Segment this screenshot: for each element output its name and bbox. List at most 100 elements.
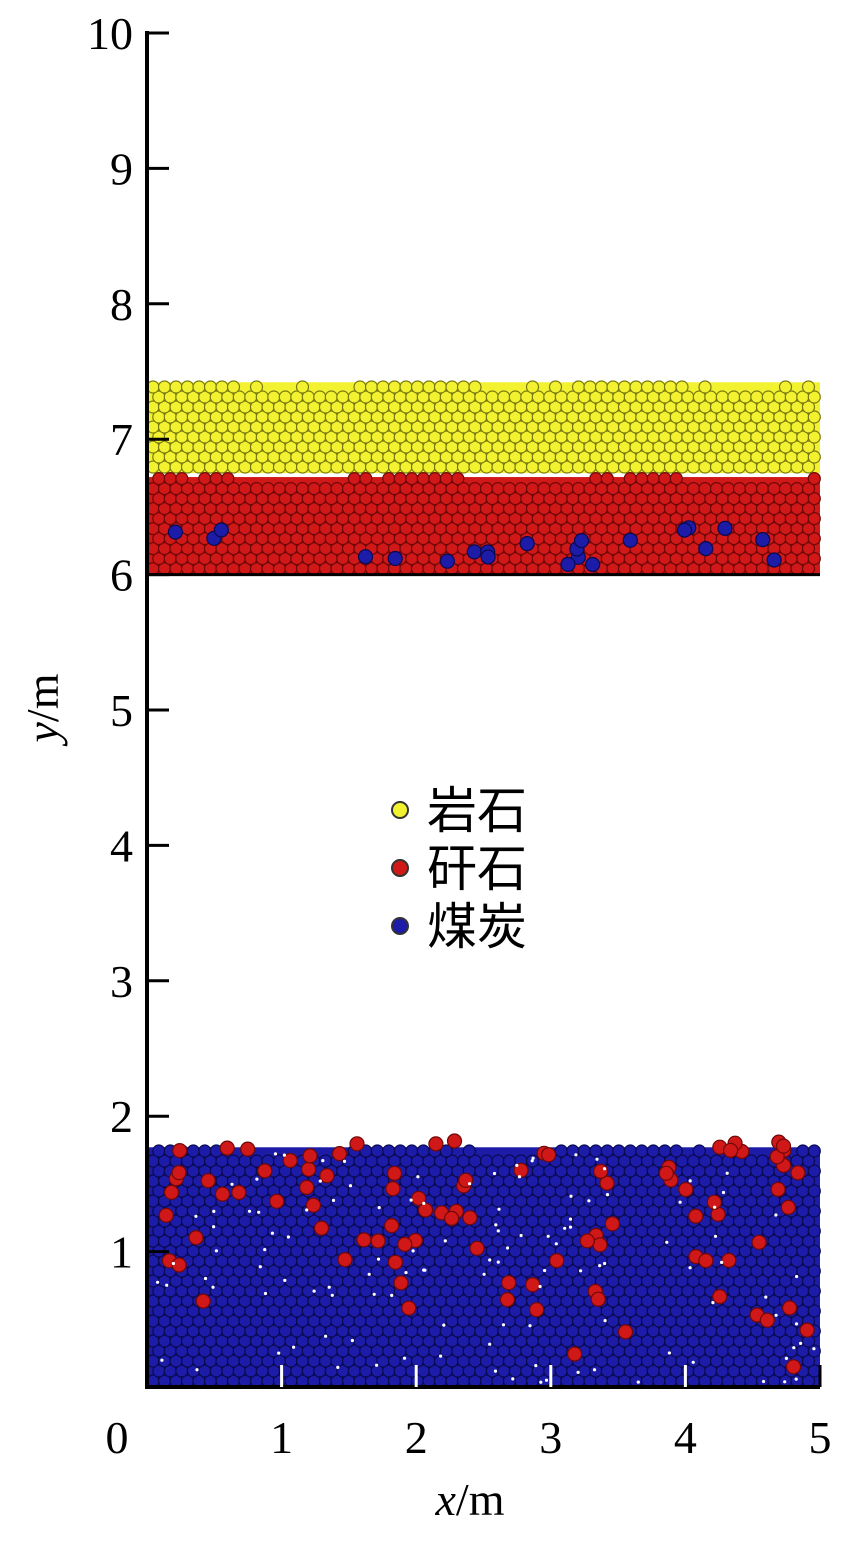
- particle-gap: [517, 1175, 522, 1179]
- particle: [209, 472, 223, 486]
- particle-gap: [258, 1265, 262, 1269]
- particle-gap: [195, 1368, 199, 1372]
- particle: [790, 1165, 806, 1181]
- particle-gap: [443, 1239, 447, 1243]
- particle-gap: [203, 1276, 208, 1281]
- particle: [807, 1204, 821, 1218]
- particle: [801, 1234, 816, 1248]
- particle-gap: [273, 1152, 278, 1156]
- particle-gap: [795, 1274, 799, 1279]
- particle-gap: [603, 1319, 607, 1323]
- particle: [364, 380, 379, 394]
- particle: [428, 1136, 444, 1152]
- particle: [646, 472, 660, 486]
- particle: [469, 1240, 485, 1256]
- particle: [240, 1141, 256, 1157]
- particle: [635, 472, 649, 486]
- particle: [807, 1284, 821, 1298]
- particle: [807, 551, 821, 566]
- particle: [385, 1181, 401, 1197]
- particle-gap: [636, 1380, 640, 1384]
- particle: [600, 472, 614, 486]
- particle: [387, 380, 402, 394]
- particle-gap: [330, 1293, 334, 1297]
- particle-gap: [286, 1235, 290, 1239]
- particle: [579, 1233, 595, 1249]
- particle: [640, 380, 655, 394]
- particle-gap: [277, 1351, 281, 1355]
- particle: [479, 482, 494, 496]
- particle-gap: [350, 1338, 354, 1343]
- particle-gap: [372, 1292, 376, 1296]
- particle-gap: [336, 1365, 340, 1369]
- particle: [382, 472, 396, 486]
- particle-gap: [603, 1167, 607, 1171]
- legend-item-coal: 煤炭: [391, 898, 527, 956]
- particle: [560, 556, 576, 573]
- particle: [359, 472, 373, 486]
- particle: [801, 541, 816, 556]
- particle: [727, 390, 741, 404]
- particle: [801, 1294, 816, 1308]
- particle: [807, 430, 821, 444]
- particle: [152, 1144, 166, 1158]
- particle: [669, 1144, 683, 1158]
- particle: [698, 1252, 714, 1269]
- particle-gap: [160, 1358, 164, 1362]
- particle-gap: [576, 1370, 580, 1374]
- particle-gap: [422, 1268, 426, 1272]
- particle-gap: [774, 1313, 778, 1317]
- particle: [226, 380, 241, 394]
- particle-gap: [156, 1280, 160, 1284]
- particle: [231, 1184, 247, 1201]
- particle: [767, 482, 781, 496]
- particle: [549, 1252, 565, 1269]
- particle: [499, 1291, 515, 1308]
- particle: [462, 1210, 478, 1226]
- particle: [445, 380, 459, 394]
- particle: [801, 440, 816, 454]
- particle: [393, 1275, 409, 1291]
- particle-gap: [519, 1233, 523, 1238]
- particle-gap: [409, 1198, 413, 1202]
- particle: [759, 1312, 775, 1328]
- legend-item-rock: 岩石: [391, 782, 527, 840]
- particle: [658, 472, 672, 486]
- particle-gap: [439, 1354, 443, 1358]
- particle: [466, 544, 482, 560]
- particle: [439, 553, 455, 569]
- particle-gap: [603, 1261, 607, 1266]
- legend-item-gangue: 矸石: [391, 840, 527, 898]
- particle-gap: [783, 1380, 787, 1384]
- particle: [658, 1144, 672, 1158]
- legend-label-rock: 岩石: [427, 782, 527, 840]
- particle: [801, 1154, 816, 1168]
- particle: [330, 482, 344, 496]
- particle: [384, 1217, 400, 1234]
- particle-gap: [376, 1257, 381, 1261]
- particle: [502, 1154, 517, 1168]
- particle: [744, 482, 758, 496]
- particle: [319, 1168, 335, 1184]
- particle: [269, 1193, 285, 1209]
- particle-gap: [318, 1179, 322, 1183]
- legend-marker-gangue: [391, 859, 409, 877]
- legend: 岩石 矸石 煤炭: [391, 782, 527, 956]
- particle-gap: [554, 1242, 558, 1246]
- particle-gap: [595, 1157, 599, 1161]
- particle: [198, 1144, 212, 1158]
- particle: [249, 380, 264, 394]
- particle: [456, 380, 471, 394]
- particle: [462, 1144, 476, 1158]
- y-tick-label: 2: [110, 1091, 133, 1142]
- particle: [278, 390, 292, 404]
- particle: [629, 380, 643, 394]
- particle-gap: [568, 1217, 573, 1221]
- particle: [623, 472, 637, 486]
- particle: [635, 1144, 649, 1158]
- particle: [284, 482, 298, 496]
- particle-gap: [321, 1159, 325, 1163]
- particle-gap: [494, 1223, 498, 1227]
- particle: [778, 482, 793, 496]
- particle: [807, 1304, 821, 1318]
